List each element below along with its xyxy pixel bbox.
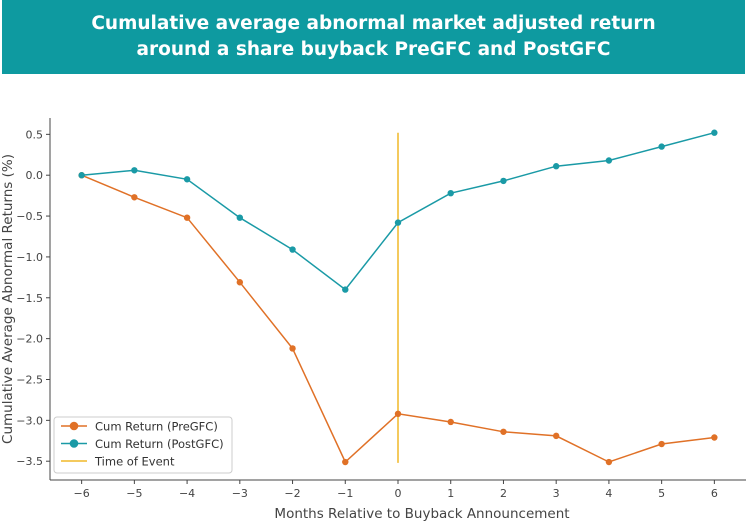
data-point-pregfc — [394, 410, 402, 418]
legend: Cum Return (PreGFC) Cum Return (PostGFC) T… — [53, 416, 233, 474]
data-point-postgfc — [183, 176, 191, 183]
x-tick-label: 0 — [395, 487, 402, 500]
x-tick-label: −1 — [337, 487, 353, 500]
x-tick-label: 5 — [658, 487, 665, 500]
y-tick-label: −1.0 — [16, 251, 43, 264]
y-tick-label: 0.0 — [26, 169, 44, 182]
data-point-pregfc — [658, 440, 665, 448]
data-point-pregfc — [711, 434, 718, 441]
y-tick-label: −0.5 — [16, 210, 43, 223]
legend-marker-postgfc — [69, 439, 79, 448]
y-tick-label: −1.5 — [16, 292, 43, 305]
legend-label-postgfc: Cum Return (PostGFC) — [95, 437, 224, 451]
data-point-pregfc — [236, 279, 244, 286]
data-point-postgfc — [500, 177, 507, 185]
x-tick-label: 1 — [447, 487, 454, 500]
legend-label-event: Time of Event — [94, 455, 175, 469]
x-axis-label: Months Relative to Buyback Announcement — [274, 506, 569, 522]
data-point-postgfc — [289, 246, 296, 253]
data-point-postgfc — [342, 286, 349, 293]
data-point-postgfc — [605, 157, 613, 164]
chart-title-line-2: around a share buyback PreGFC and PostGF… — [136, 39, 611, 60]
data-point-pregfc — [131, 194, 138, 201]
x-tick-label: 3 — [553, 487, 560, 500]
x-tick-label: 6 — [711, 487, 718, 500]
y-tick-label: 0.5 — [26, 128, 44, 141]
data-point-postgfc — [711, 129, 718, 136]
y-tick-label: −3.5 — [16, 455, 43, 468]
legend-box — [53, 416, 233, 474]
legend-label-pregfc: Cum Return (PreGFC) — [95, 420, 218, 434]
data-point-postgfc — [552, 163, 560, 170]
x-tick-label: −5 — [126, 487, 142, 500]
data-point-pregfc — [447, 418, 454, 426]
data-point-postgfc — [447, 189, 454, 197]
x-tick-label: −4 — [179, 487, 195, 500]
data-point-postgfc — [78, 172, 85, 179]
y-axis-label: Cumulative Average Abnormal Returns (%) — [0, 154, 16, 444]
data-point-pregfc — [342, 458, 349, 466]
data-point-postgfc — [394, 219, 402, 226]
y-tick-label: −3.0 — [16, 414, 43, 427]
x-tick-label: −3 — [232, 487, 248, 500]
data-point-pregfc — [183, 214, 191, 221]
y-tick-label: −2.5 — [16, 373, 43, 386]
data-point-pregfc — [500, 428, 507, 435]
x-tick-label: 4 — [605, 487, 612, 500]
y-tick-label: −2.0 — [16, 333, 43, 346]
data-point-pregfc — [552, 432, 560, 440]
data-point-pregfc — [605, 458, 613, 466]
title-banner: Cumulative average abnormal market adjus… — [2, 0, 745, 74]
x-tick-label: 2 — [500, 487, 507, 500]
legend-marker-pregfc — [69, 421, 79, 431]
data-point-pregfc — [289, 345, 296, 352]
data-point-postgfc — [236, 214, 244, 221]
x-tick-label: −6 — [74, 487, 90, 500]
data-point-postgfc — [131, 167, 138, 174]
data-point-postgfc — [658, 143, 665, 150]
x-tick-label: −2 — [284, 487, 300, 500]
chart-title-line-1: Cumulative average abnormal market adjus… — [91, 13, 656, 34]
